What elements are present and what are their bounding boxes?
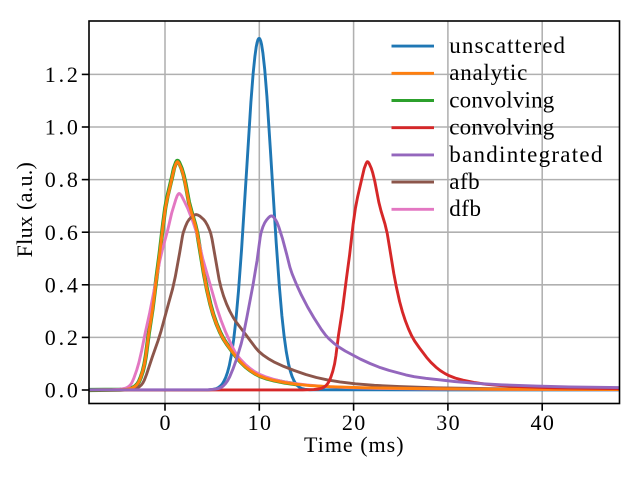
svg-text:0.8: 0.8 (45, 167, 81, 192)
svg-text:Flux (a.u.): Flux (a.u.) (12, 162, 37, 258)
svg-text:analytic: analytic (449, 60, 528, 85)
svg-text:1.0: 1.0 (45, 115, 81, 140)
svg-text:20: 20 (342, 410, 367, 435)
svg-text:0: 0 (159, 410, 171, 435)
svg-text:0.4: 0.4 (45, 272, 81, 297)
svg-text:0.0: 0.0 (45, 378, 81, 403)
svg-text:dfb: dfb (449, 196, 481, 221)
svg-text:40: 40 (530, 410, 555, 435)
svg-text:0.2: 0.2 (45, 325, 81, 350)
svg-text:30: 30 (436, 410, 461, 435)
svg-text:unscattered: unscattered (449, 33, 566, 58)
svg-text:convolving: convolving (449, 115, 554, 140)
svg-text:convolving: convolving (449, 87, 554, 112)
svg-text:1.2: 1.2 (45, 62, 81, 87)
svg-text:bandintegrated: bandintegrated (449, 142, 603, 167)
svg-text:afb: afb (449, 169, 480, 194)
svg-text:Time (ms): Time (ms) (304, 432, 404, 457)
svg-text:0.6: 0.6 (45, 220, 81, 245)
svg-text:10: 10 (248, 410, 273, 435)
